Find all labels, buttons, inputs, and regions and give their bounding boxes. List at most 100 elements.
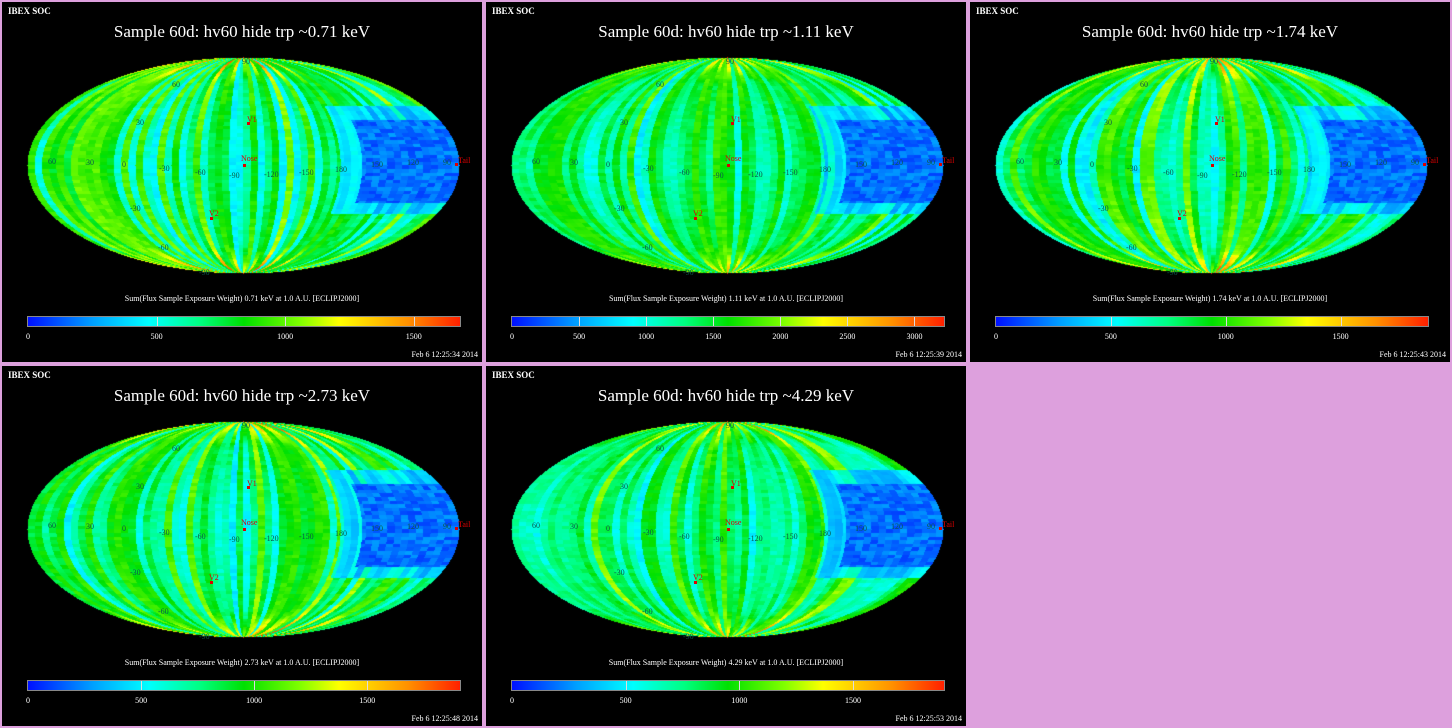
marker-dot	[210, 217, 213, 220]
longitude-label: -150	[1267, 168, 1282, 177]
colorbar-tick	[367, 681, 369, 690]
colorbar-caption: Sum(Flux Sample Exposure Weight) 0.71 ke…	[124, 294, 360, 303]
longitude-label: 90	[927, 158, 935, 167]
marker-dot	[210, 581, 213, 584]
colorbar	[27, 316, 461, 327]
latitude-label: -90	[1167, 268, 1178, 277]
latitude-label: -60	[158, 243, 169, 252]
colorbar	[995, 316, 1429, 327]
colorbar-tick-label: 1000	[638, 332, 655, 341]
colorbar-tick-label: 500	[619, 696, 632, 705]
longitude-label: -150	[783, 168, 798, 177]
longitude-label: 150	[1339, 160, 1351, 169]
colorbar-tick	[780, 317, 782, 326]
marker-dot	[731, 122, 734, 125]
marker-label: Nose	[725, 518, 742, 527]
marker-label: V2	[693, 573, 703, 582]
timestamp: Feb 6 12:25:48 2014	[411, 714, 478, 723]
longitude-label: -60	[195, 532, 206, 541]
longitude-label: -90	[713, 171, 724, 180]
colorbar-tick	[739, 681, 741, 690]
marker-dot	[1423, 163, 1426, 166]
marker-dot	[455, 163, 458, 166]
longitude-label: 90	[443, 522, 451, 531]
latitude-label: 60	[656, 80, 664, 89]
timestamp: Feb 6 12:25:53 2014	[895, 714, 962, 723]
latitude-label: -30	[614, 204, 625, 213]
timestamp: Feb 6 12:25:34 2014	[411, 350, 478, 359]
colorbar-tick-label: 0	[26, 696, 30, 705]
marker-dot	[727, 164, 730, 167]
latitude-label: 90	[242, 421, 250, 430]
longitude-label: -30	[159, 528, 170, 537]
latitude-label: 60	[656, 444, 664, 453]
latitude-label: 30	[1104, 118, 1112, 127]
marker-dot	[455, 527, 458, 530]
latitude-label: 60	[1140, 80, 1148, 89]
longitude-label: 90	[1411, 158, 1419, 167]
marker-dot	[247, 486, 250, 489]
longitude-label: 180	[819, 165, 831, 174]
longitude-label: -90	[229, 171, 240, 180]
marker-dot	[243, 164, 246, 167]
longitude-label: 120	[407, 522, 419, 531]
marker-dot	[1215, 122, 1218, 125]
marker-label: V2	[1177, 209, 1187, 218]
colorbar-tick	[1110, 317, 1112, 326]
colorbar-tick-label: 1500	[705, 332, 722, 341]
colorbar-tick-label: 0	[26, 332, 30, 341]
marker-label: Tail	[942, 156, 955, 165]
colorbar-tick-label: 500	[150, 332, 163, 341]
longitude-label: -120	[748, 534, 763, 543]
longitude-label: -150	[299, 532, 314, 541]
skymap-panel: IBEX SOC Sample 60d: hv60 hide trp ~2.73…	[2, 366, 482, 726]
longitude-label: 180	[335, 165, 347, 174]
colorbar-tick-label: 1000	[246, 696, 263, 705]
latitude-label: -90	[199, 268, 210, 277]
chart-title: Sample 60d: hv60 hide trp ~2.73 keV	[113, 386, 371, 405]
longitude-label: -30	[159, 164, 170, 173]
marker-dot	[939, 163, 942, 166]
marker-label: V1	[247, 479, 257, 488]
colorbar-tick-label: 500	[135, 696, 148, 705]
colorbar-tick	[853, 681, 855, 690]
skymap-panel: IBEX SOC Sample 60d: hv60 hide trp ~0.71…	[2, 2, 482, 362]
colorbar-tick-label: 1500	[405, 332, 422, 341]
colorbar-tick-label: 0	[994, 332, 998, 341]
colorbar-tick	[285, 317, 287, 326]
colorbar-tick-label: 1000	[731, 696, 748, 705]
colorbar-tick	[254, 681, 256, 690]
latitude-label: -30	[1098, 204, 1109, 213]
skymap-panel: IBEX SOC Sample 60d: hv60 hide trp ~1.74…	[970, 2, 1450, 362]
colorbar-tick	[914, 317, 916, 326]
marker-label: Tail	[458, 156, 471, 165]
longitude-label: 30	[570, 158, 578, 167]
colorbar	[27, 680, 461, 691]
colorbar-caption: Sum(Flux Sample Exposure Weight) 1.74 ke…	[1092, 294, 1328, 303]
colorbar-tick	[1225, 317, 1227, 326]
colorbar-tick	[625, 681, 627, 690]
latitude-label: -90	[199, 632, 210, 641]
longitude-label: 60	[1016, 157, 1024, 166]
marker-label: V2	[209, 209, 219, 218]
marker-dot	[694, 581, 697, 584]
latitude-label: 30	[136, 118, 144, 127]
longitude-label: -60	[195, 168, 206, 177]
colorbar-tick-label: 1000	[1217, 332, 1234, 341]
longitude-label: 120	[891, 522, 903, 531]
latitude-label: -30	[614, 568, 625, 577]
longitude-label: -120	[1232, 170, 1247, 179]
latitude-label: 30	[620, 118, 628, 127]
longitude-label: 150	[855, 160, 867, 169]
latitude-label: -60	[158, 607, 169, 616]
colorbar-tick-label: 500	[1104, 332, 1117, 341]
marker-dot	[939, 527, 942, 530]
longitude-label: 0	[606, 524, 610, 533]
latitude-label: -60	[1126, 243, 1137, 252]
marker-label: V1	[731, 479, 741, 488]
longitude-label: 0	[1090, 160, 1094, 169]
longitude-label: 180	[819, 529, 831, 538]
ibex-soc-label: IBEX SOC	[976, 6, 1019, 16]
colorbar-tick	[156, 317, 158, 326]
marker-label: V1	[731, 115, 741, 124]
